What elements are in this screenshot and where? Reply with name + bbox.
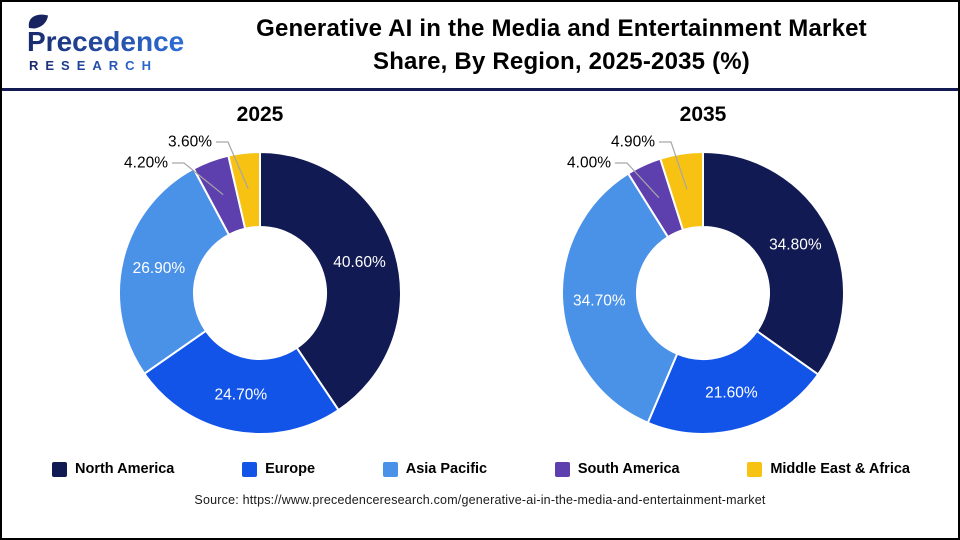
logo-sub-text: RESEARCH [29,58,158,73]
slice-value-label: 4.20% [124,155,168,172]
charts-row: 2025 40.60% 24.70% 26.90% 4.20% 3.60% 2035 3… [2,91,958,439]
logo-leaf-icon [28,14,48,28]
page-title: Generative AI in the Media and Entertain… [199,12,948,78]
slice-asia-pacific-2025 [118,167,230,375]
page-title-line1: Generative AI in the Media and Entertain… [256,15,867,42]
page-title-line2: Share, By Region, 2025-2035 (%) [372,48,751,75]
legend-label: Europe [265,461,316,477]
legend-item-north-america: North America [52,461,174,477]
legend-label: Asia Pacific [405,461,488,477]
chart-2035: 2035 34.80% 21.60% 34.70% 4.00% 4.90% [480,91,958,439]
legend-swatch [52,461,67,477]
legend-swatch [242,461,258,477]
legend-item-middle-east-africa: Middle East & Africa [747,461,910,477]
slice-value-label: 34.80% [769,237,822,254]
brand-logo: Precedence RESEARCH [14,11,199,80]
source-text: Source: https://www.precedenceresearch.c… [194,493,766,507]
donut-chart-2025: 40.60% 24.70% 26.90% 4.20%3.60% [118,134,402,435]
slice-europe-2035 [646,330,820,435]
header: Precedence RESEARCH Generative AI in the… [2,2,958,91]
logo-graphic: Precedence RESEARCH [27,14,184,73]
chart-title-2025: 2025 [236,103,284,126]
label-leader-line [659,141,688,190]
legend-label: South America [577,461,680,477]
donut-chart-2035: 34.80% 21.60% 34.70% 4.00%4.90% [561,134,845,435]
slice-north-america-2025 [259,151,402,412]
slice-value-label: 24.70% [215,387,268,404]
logo-brand-text: Precedence [27,26,184,57]
legend-swatch [747,461,763,477]
slice-europe-2025 [143,329,340,435]
legend: North America Europe Asia Pacific South Ame… [2,461,958,477]
label-leader-line [216,141,249,189]
slice-value-label: 26.90% [133,260,186,277]
legend-item-asia-pacific: Asia Pacific [382,461,488,477]
slice-asia-pacific-2035 [561,172,679,424]
slice-value-label: 21.60% [705,385,758,402]
slice-north-america-2035 [702,151,845,376]
slice-value-label: 34.70% [573,293,626,310]
chart-title-2035: 2035 [679,103,727,126]
legend-item-europe: Europe [242,461,315,477]
slice-middle-east-africa-2035 [659,151,704,232]
legend-label: North America [75,461,175,477]
slice-value-label: 4.90% [611,134,655,151]
slice-value-label: 3.60% [168,134,212,151]
legend-swatch [554,461,570,477]
slice-value-label: 4.00% [567,155,611,172]
legend-swatch [382,461,398,477]
label-leader-line [615,162,660,199]
legend-label: Middle East & Africa [770,461,910,477]
label-leader-line [172,162,224,196]
slice-value-label: 40.60% [333,254,386,271]
chart-2025: 2025 40.60% 24.70% 26.90% 4.20% 3.60% [2,91,480,439]
slice-middle-east-africa-2025 [227,151,261,230]
legend-item-south-america: South America [554,461,680,477]
